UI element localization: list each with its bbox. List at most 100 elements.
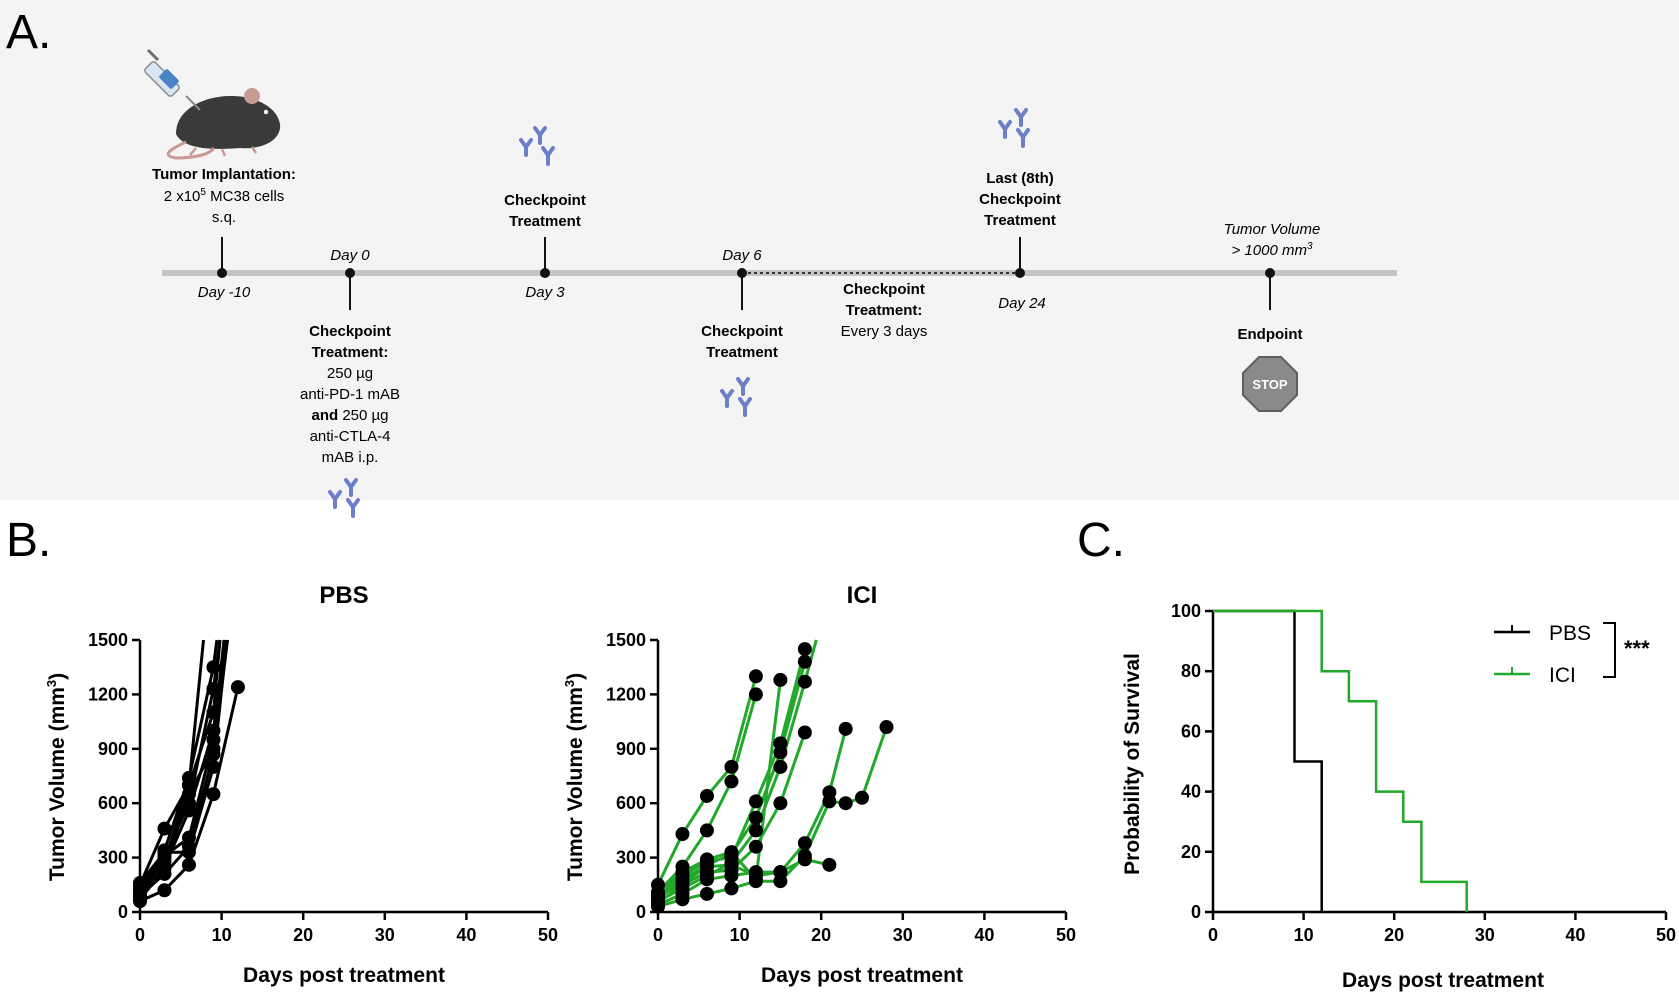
data-point <box>206 741 221 756</box>
data-point <box>748 823 763 838</box>
data-point <box>157 861 172 876</box>
endpoint-label: Endpoint <box>1238 326 1303 343</box>
x-tick-label: 10 <box>212 925 232 945</box>
y-tick-label: 300 <box>98 848 128 868</box>
data-point <box>724 857 739 872</box>
every3-line2: Treatment: <box>846 302 923 319</box>
data-point <box>838 721 853 736</box>
data-point <box>699 852 714 867</box>
data-point <box>773 796 788 811</box>
data-point <box>206 705 221 720</box>
data-point <box>181 787 196 802</box>
y-tick-label: 600 <box>98 793 128 813</box>
day0-route: mAB i.p. <box>322 449 379 466</box>
significance-bracket <box>1603 622 1616 678</box>
day0-dose1: 250 µg <box>327 365 373 382</box>
y-tick-label: 1200 <box>88 684 128 704</box>
day3-treatment-line2: Treatment <box>509 213 581 230</box>
y-tick-label: 20 <box>1181 842 1201 862</box>
data-point <box>724 881 739 896</box>
y-axis-label: Probability of Survival <box>1121 653 1144 875</box>
day0-label: Day 0 <box>330 247 370 264</box>
data-point <box>773 865 788 880</box>
data-point <box>797 852 812 867</box>
x-tick-label: 20 <box>1384 925 1404 945</box>
x-tick-label: 10 <box>1294 925 1314 945</box>
data-point <box>699 788 714 803</box>
antibody-icon <box>720 377 752 417</box>
implantation-route: s.q. <box>212 209 236 226</box>
x-axis-label: Days post treatment <box>243 964 445 987</box>
y-tick-label: 0 <box>1191 902 1201 922</box>
day0-treatment-line1: Checkpoint <box>309 323 391 340</box>
data-point <box>157 883 172 898</box>
chart-title: PBS <box>319 582 368 609</box>
x-tick-label: 10 <box>730 925 750 945</box>
data-point <box>675 865 690 880</box>
x-tick-label: 40 <box>1565 925 1585 945</box>
y-tick-label: 60 <box>1181 721 1201 741</box>
y-tick-label: 1200 <box>606 684 646 704</box>
day6-label: Day 6 <box>722 247 762 264</box>
x-tick-label: 20 <box>811 925 831 945</box>
data-point <box>181 845 196 860</box>
antibody-icon <box>998 108 1030 148</box>
y-tick-label: 900 <box>98 739 128 759</box>
antibody-icon <box>519 126 555 166</box>
timeline-markers <box>217 237 1275 310</box>
data-point <box>748 687 763 702</box>
x-tick-label: 30 <box>1475 925 1495 945</box>
day24-line1: Last (8th) <box>986 170 1054 187</box>
data-point <box>651 886 665 901</box>
x-axis-label: Days post treatment <box>761 964 963 987</box>
data-point <box>724 759 739 774</box>
data-point <box>797 654 812 669</box>
significance-label: *** <box>1624 636 1650 661</box>
legend-ici-label: ICI <box>1549 664 1576 687</box>
data-point <box>699 823 714 838</box>
y-tick-label: 0 <box>118 902 128 922</box>
data-point <box>748 669 763 684</box>
data-point <box>206 759 221 774</box>
day0-dose2: and 250 µg <box>311 407 388 424</box>
data-point <box>699 886 714 901</box>
y-tick-label: 1500 <box>606 630 646 650</box>
mouse-icon <box>166 88 281 160</box>
data-point <box>822 794 837 809</box>
day24-line2: Checkpoint <box>979 191 1061 208</box>
x-tick-label: 40 <box>456 925 476 945</box>
syringe-icon <box>144 48 201 111</box>
data-point <box>181 830 196 845</box>
day3-label: Day 3 <box>525 284 565 301</box>
data-point <box>675 892 690 907</box>
y-tick-label: 600 <box>616 793 646 813</box>
x-tick-label: 30 <box>893 925 913 945</box>
timeline-schematic: A. Tumor Implantation: 2 x105 MC38 cells… <box>6 6 1397 518</box>
y-tick-label: 1500 <box>88 630 128 650</box>
data-point <box>133 892 147 907</box>
stop-sign-icon: STOP <box>1242 356 1298 412</box>
x-tick-label: 20 <box>293 925 313 945</box>
implantation-title: Tumor Implantation: <box>152 166 296 183</box>
x-axis-label: Days post treatment <box>1342 969 1544 992</box>
x-tick-label: 0 <box>1208 925 1218 945</box>
data-point <box>724 868 739 883</box>
day0-drug1: anti-PD-1 mAB <box>300 386 400 403</box>
legend: PBS ICI *** <box>1494 622 1650 687</box>
x-tick-label: 50 <box>1056 925 1076 945</box>
data-point <box>181 857 196 872</box>
data-point <box>157 845 172 860</box>
x-tick-label: 0 <box>135 925 145 945</box>
series-line <box>138 639 205 895</box>
data-point <box>773 745 788 760</box>
svg-text:STOP: STOP <box>1252 377 1287 392</box>
day6-treatment-line1: Checkpoint <box>701 323 783 340</box>
data-point <box>206 660 221 675</box>
data-point <box>133 875 147 890</box>
every3-line1: Checkpoint <box>843 281 925 298</box>
x-tick-label: 50 <box>538 925 558 945</box>
every3-line3: Every 3 days <box>841 323 928 340</box>
data-point <box>855 790 869 805</box>
data-point <box>724 774 739 789</box>
